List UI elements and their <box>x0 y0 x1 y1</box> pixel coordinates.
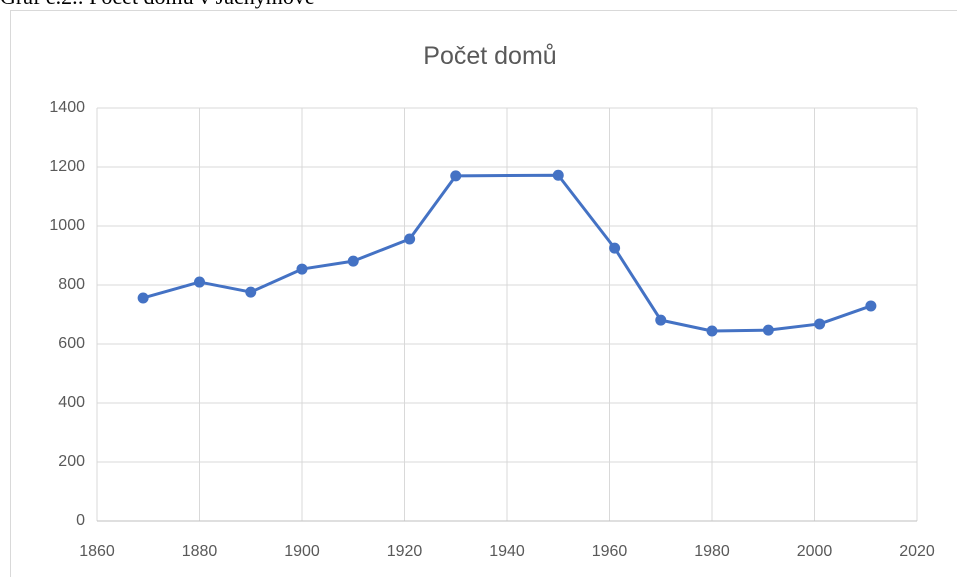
x-tick-label: 1960 <box>592 543 628 560</box>
x-tick-label: 1880 <box>182 543 218 560</box>
data-point <box>609 242 621 254</box>
x-tick-label: 1900 <box>284 543 320 560</box>
y-tick-label: 1200 <box>49 158 85 175</box>
data-point <box>245 286 257 298</box>
chart-frame <box>10 10 957 577</box>
chart-title: Počet domů <box>423 42 556 70</box>
data-point <box>814 318 826 330</box>
data-point <box>865 300 877 312</box>
data-point <box>347 255 359 267</box>
x-tick-label: 1980 <box>694 543 730 560</box>
data-point <box>137 292 149 304</box>
data-point <box>706 325 718 337</box>
y-tick-label: 400 <box>58 394 85 411</box>
y-tick-label: 800 <box>58 276 85 293</box>
data-point <box>194 276 205 288</box>
data-point <box>296 263 308 275</box>
data-point <box>762 324 774 336</box>
data-point <box>450 170 462 182</box>
y-tick-label: 0 <box>76 512 85 529</box>
y-tick-label: 1000 <box>49 217 85 234</box>
y-tick-label: 600 <box>58 335 85 352</box>
x-tick-label: 1860 <box>79 543 115 560</box>
data-point <box>404 233 416 245</box>
x-tick-label: 2020 <box>899 543 935 560</box>
data-point <box>655 314 667 326</box>
data-line <box>142 173 872 333</box>
x-tick-label: 1920 <box>387 543 423 560</box>
y-tick-label: 1400 <box>49 99 85 116</box>
y-tick-label: 200 <box>58 453 85 470</box>
x-tick-label: 1940 <box>489 543 525 560</box>
x-tick-label: 2000 <box>797 543 833 560</box>
data-point <box>552 169 564 181</box>
caption: Graf č.2.: Počet domů v Jáchymově <box>0 0 315 9</box>
